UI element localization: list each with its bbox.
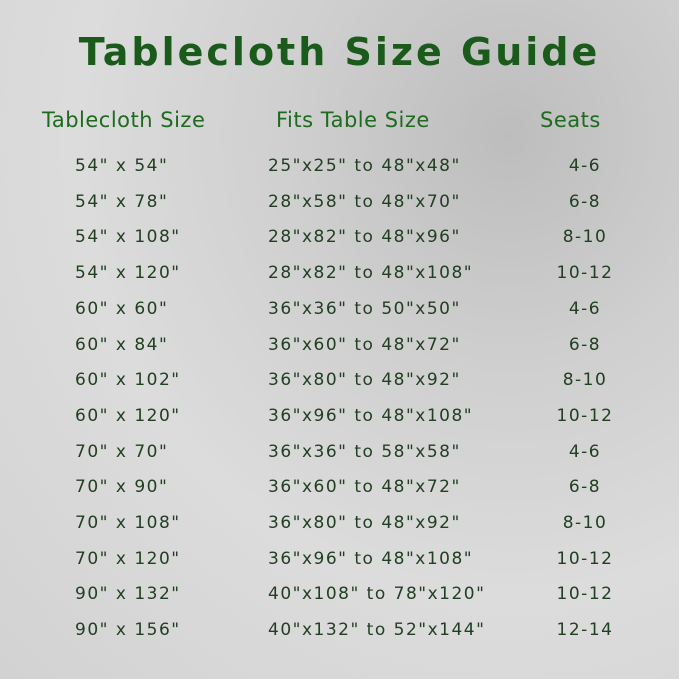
cell-seats: 6-8	[568, 191, 602, 212]
table-row: 90" x 132" 40"x108" to 78"x120" 10-12	[0, 584, 679, 614]
cell-seats: 8-10	[562, 227, 608, 248]
cell-seats: 10-12	[556, 405, 614, 426]
table-row: 54" x 120" 28"x82" to 48"x108" 10-12	[0, 263, 679, 293]
cell-seats: 4-6	[568, 441, 602, 462]
table-row: 70" x 70" 36"x36" to 58"x58" 4-6	[0, 442, 679, 472]
cell-tablecloth-size: 70" x 108"	[75, 513, 181, 533]
cell-fits-table-size: 36"x36" to 50"x50"	[268, 298, 461, 319]
cell-tablecloth-size: 70" x 120"	[75, 548, 181, 569]
cell-fits-table-size: 28"x82" to 48"x108"	[268, 263, 474, 284]
cell-seats: 8-10	[562, 513, 608, 533]
cell-seats: 6-8	[568, 334, 602, 355]
cell-tablecloth-size: 90" x 156"	[75, 620, 181, 641]
cell-tablecloth-size: 60" x 84"	[75, 334, 169, 355]
cell-tablecloth-size: 54" x 108"	[75, 227, 181, 248]
cell-fits-table-size: 40"x132" to 52"x144"	[268, 620, 486, 641]
cell-tablecloth-size: 54" x 78"	[75, 191, 169, 212]
table-row: 60" x 60" 36"x36" to 50"x50" 4-6	[0, 299, 679, 329]
cell-tablecloth-size: 60" x 102"	[75, 370, 181, 391]
table-row: 60" x 84" 36"x60" to 48"x72" 6-8	[0, 335, 679, 365]
cell-seats: 12-14	[556, 620, 614, 641]
cell-seats: 6-8	[568, 477, 602, 498]
table-row: 54" x 78" 28"x58" to 48"x70" 6-8	[0, 192, 679, 222]
cell-tablecloth-size: 60" x 120"	[75, 405, 181, 426]
cell-seats: 4-6	[568, 298, 602, 319]
cell-fits-table-size: 40"x108" to 78"x120"	[268, 584, 486, 605]
table-row: 60" x 102" 36"x80" to 48"x92" 8-10	[0, 370, 679, 400]
table-row: 70" x 90" 36"x60" to 48"x72" 6-8	[0, 477, 679, 507]
cell-fits-table-size: 36"x80" to 48"x92"	[268, 513, 461, 533]
cell-seats: 8-10	[562, 370, 608, 391]
header-fits-table-size: Fits Table Size	[276, 108, 430, 132]
cell-fits-table-size: 28"x58" to 48"x70"	[268, 191, 461, 212]
table-row: 90" x 156" 40"x132" to 52"x144" 12-14	[0, 620, 679, 650]
cell-seats: 4-6	[568, 156, 602, 176]
header-seats: Seats	[540, 108, 601, 132]
cell-seats: 10-12	[556, 263, 614, 284]
cell-fits-table-size: 36"x36" to 58"x58"	[268, 441, 461, 462]
cell-fits-table-size: 25"x25" to 48"x48"	[268, 156, 461, 176]
cell-tablecloth-size: 90" x 132"	[75, 584, 181, 605]
cell-tablecloth-size: 60" x 60"	[75, 298, 169, 319]
table-row: 54" x 108" 28"x82" to 48"x96" 8-10	[0, 227, 679, 257]
cell-fits-table-size: 36"x96" to 48"x108"	[268, 548, 474, 569]
table-row: 70" x 108" 36"x80" to 48"x92" 8-10	[0, 513, 679, 543]
header-tablecloth-size: Tablecloth Size	[42, 108, 206, 132]
page-title: Tablecloth Size Guide	[78, 30, 601, 74]
cell-fits-table-size: 36"x60" to 48"x72"	[268, 334, 461, 355]
cell-fits-table-size: 36"x60" to 48"x72"	[268, 477, 461, 498]
table-row: 54" x 54" 25"x25" to 48"x48" 4-6	[0, 156, 679, 186]
cell-fits-table-size: 36"x80" to 48"x92"	[268, 370, 461, 391]
cell-fits-table-size: 28"x82" to 48"x96"	[268, 227, 461, 248]
cell-seats: 10-12	[556, 584, 614, 605]
table-row: 60" x 120" 36"x96" to 48"x108" 10-12	[0, 406, 679, 436]
cell-tablecloth-size: 70" x 90"	[75, 477, 169, 498]
table-row: 70" x 120" 36"x96" to 48"x108" 10-12	[0, 549, 679, 579]
cell-fits-table-size: 36"x96" to 48"x108"	[268, 405, 474, 426]
cell-tablecloth-size: 54" x 54"	[75, 156, 169, 176]
cell-seats: 10-12	[556, 548, 614, 569]
cell-tablecloth-size: 54" x 120"	[75, 263, 181, 284]
cell-tablecloth-size: 70" x 70"	[75, 441, 169, 462]
